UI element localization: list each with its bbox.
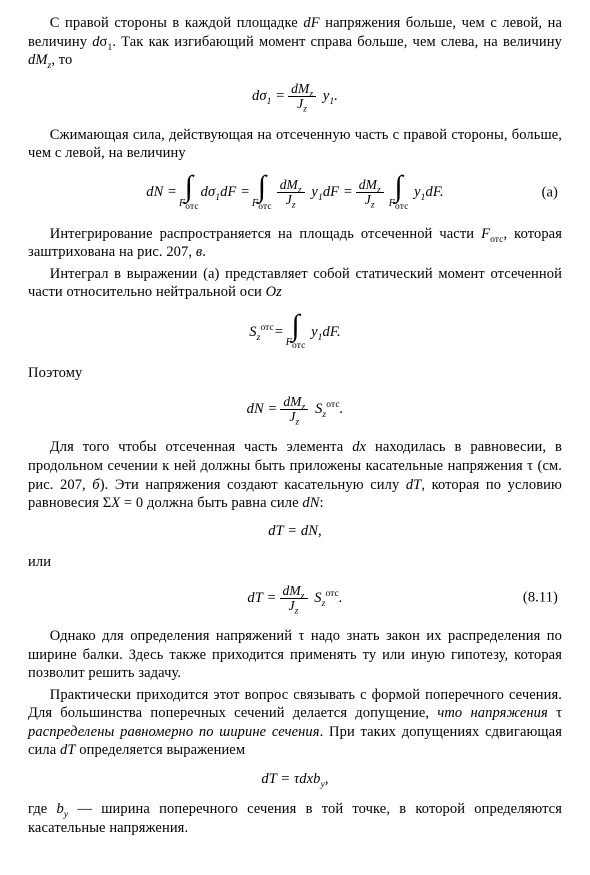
- equation-a: dN = ∫Fотс dσ1dF = ∫Fотс dMzJz y1dF = dM…: [28, 169, 562, 217]
- equation-dt-tau: dT = τdxby,: [28, 766, 562, 792]
- equation-dsigma1: dσ1 = dMzJz y1.: [28, 76, 562, 118]
- equation-dn: dN = dMzJz Szотс.: [28, 388, 562, 430]
- para-3b: Интеграл в выражении (a) представляет со…: [28, 265, 562, 302]
- equation-8-11: dT = dMzJz Szотс. (8.11): [28, 577, 562, 619]
- word-poetomu: Поэтому: [28, 364, 562, 383]
- para-4: Для того чтобы отсеченная часть элемента…: [28, 438, 562, 512]
- para-2: Сжимающая сила, действующая на отсеченну…: [28, 126, 562, 163]
- para-1: С правой стороны в каждой площадке dF на…: [28, 14, 562, 70]
- para-3a: Интегрирование распространяется на площа…: [28, 225, 562, 262]
- equation-sz: Szотс= ∫Fотс y1dF.: [28, 308, 562, 356]
- equation-dt-eq-dn: dT = dN,: [28, 519, 562, 545]
- equation-a-tag: (a): [542, 183, 558, 202]
- word-ili: или: [28, 553, 562, 572]
- para-5: Однако для определения напряжений τ надо…: [28, 627, 562, 683]
- equation-dt-eq-dn-text: dT = dN,: [268, 522, 321, 541]
- equation-8-11-tag: (8.11): [523, 589, 558, 608]
- para-6: Практически приходится этот вопрос связы…: [28, 686, 562, 760]
- para-7: где by — ширина поперечного сечения в то…: [28, 800, 562, 837]
